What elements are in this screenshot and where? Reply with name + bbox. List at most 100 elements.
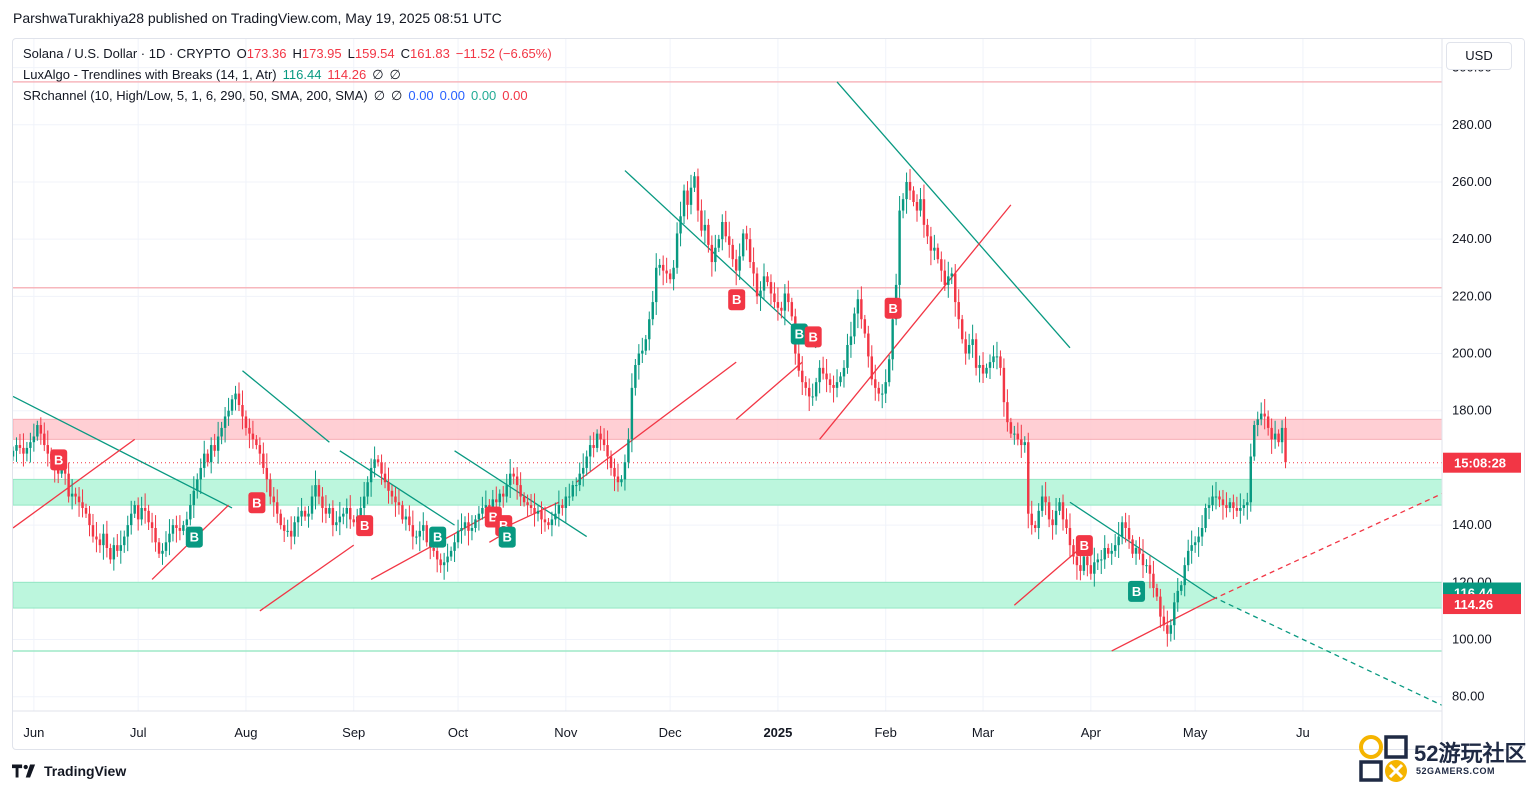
indicator-name[interactable]: LuxAlgo - Trendlines with Breaks (14, 1,… [23, 67, 277, 82]
candle-body [557, 505, 561, 514]
resistance-zone [13, 418, 1443, 440]
candle-body [77, 496, 81, 503]
candle-body [1193, 542, 1197, 546]
candle-body [439, 559, 442, 566]
currency-button[interactable]: USD [1446, 42, 1512, 70]
candle-body [606, 445, 609, 457]
candle-body [415, 536, 418, 538]
indicator-name[interactable]: SRchannel (10, High/Low, 5, 1, 6, 290, 5… [23, 88, 368, 103]
candle-body [1030, 513, 1033, 526]
candle-body [394, 496, 397, 503]
candle-body [1141, 553, 1145, 566]
candle-body [203, 453, 206, 468]
candle-body [665, 270, 668, 274]
candle-body [995, 356, 999, 358]
candle-body [470, 527, 474, 531]
candle-body [1127, 527, 1131, 540]
price-tick-label: 200.00 [1452, 346, 1492, 361]
indicator-value: 0.00 [502, 88, 528, 103]
signal-badge [1075, 535, 1093, 557]
candle-body [957, 302, 960, 320]
candle-body [380, 462, 383, 474]
indicator-legend-luxalgo[interactable]: LuxAlgo - Trendlines with Breaks (14, 1,… [23, 67, 407, 83]
candle-body [446, 556, 449, 563]
signal-badge [1128, 580, 1146, 602]
tradingview-brand[interactable]: TradingView [44, 763, 127, 779]
candle-body [1246, 502, 1249, 506]
candle-body [502, 493, 505, 497]
candle-body [1100, 559, 1103, 561]
candle-body [1211, 496, 1214, 506]
candle-body [1186, 550, 1190, 566]
candle-body [717, 239, 721, 248]
break-signal-up: B [498, 526, 516, 548]
candle-body [342, 513, 345, 517]
candle-body [369, 467, 373, 483]
candle-body [1138, 548, 1141, 554]
candle-body [1103, 548, 1106, 560]
candle-body [1280, 427, 1284, 443]
candle-body [554, 513, 557, 520]
time-tick-label: Mar [972, 725, 995, 740]
candle-body [345, 507, 348, 514]
watermark-logo-icon [1359, 735, 1408, 782]
break-signal-up: B [429, 526, 447, 548]
candle-body [564, 496, 568, 508]
symbol-name[interactable]: Solana / U.S. Dollar · 1D · CRYPTO [23, 46, 231, 61]
signal-badge [185, 526, 203, 548]
candle-body [648, 319, 651, 340]
candle-body [397, 502, 401, 506]
candle-body [404, 516, 408, 520]
red-trendline [735, 361, 803, 420]
candle-body [1256, 419, 1259, 426]
candle-body [1044, 496, 1047, 503]
candle-body [262, 453, 265, 468]
candle-body [940, 259, 943, 271]
candle-body [199, 467, 202, 480]
indicator-legend-srchannel[interactable]: SRchannel (10, High/Low, 5, 1, 6, 290, 5… [23, 88, 534, 104]
open-value: 173.36 [246, 46, 287, 61]
candle-body [842, 367, 846, 377]
candle-body [887, 359, 891, 383]
candle-body [627, 439, 630, 463]
time-tick-label: Aug [234, 725, 257, 740]
candle-body [352, 519, 355, 523]
candle-body [220, 427, 223, 437]
candle-body [846, 344, 849, 368]
candle-body [1235, 507, 1239, 511]
candle-body [620, 479, 623, 483]
open-label: O [236, 46, 247, 61]
candle-body [435, 550, 439, 560]
candle-body [255, 439, 258, 446]
indicator-value: ∅ [372, 67, 384, 82]
indicator-value: 0.00 [408, 88, 434, 103]
price-tick-label: 240.00 [1452, 231, 1492, 246]
candle-body [724, 222, 727, 237]
trendlines [13, 81, 1443, 706]
candle-body [279, 513, 282, 526]
candle-body [752, 262, 755, 274]
candle-body [856, 299, 860, 314]
candle-body [244, 416, 248, 428]
candle-body [1117, 536, 1120, 546]
candle-body [707, 224, 710, 245]
signal-badge [356, 515, 374, 537]
candles [13, 168, 1287, 647]
candle-body [515, 476, 519, 486]
candle-body [383, 473, 387, 483]
candle-body [776, 302, 780, 308]
symbol-legend[interactable]: Solana / U.S. Dollar · 1D · CRYPTO O173.3… [23, 46, 558, 61]
candle-body [536, 510, 540, 514]
signal-badge [50, 449, 68, 471]
signal-label: B [503, 530, 512, 545]
candle-body [324, 507, 328, 514]
time-tick-label: 2025 [763, 725, 792, 740]
candle-body [818, 367, 821, 383]
candle-body [335, 522, 338, 526]
red-trendline [1111, 598, 1213, 652]
time-tick-label: Ju [1296, 725, 1310, 740]
low-label: L [347, 46, 355, 61]
candle-body [1204, 507, 1207, 528]
